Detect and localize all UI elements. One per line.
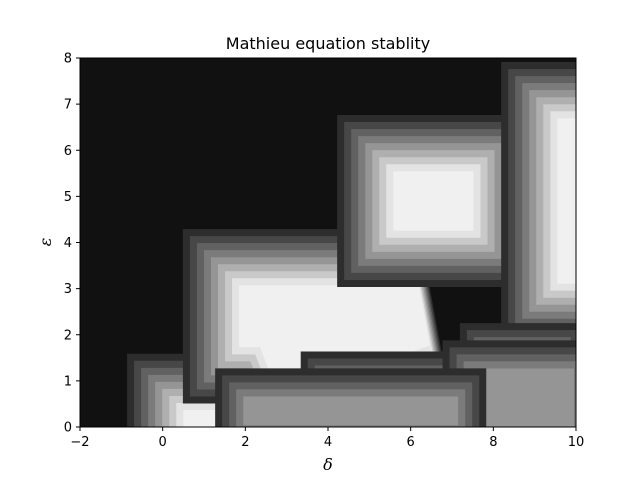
x-tick-label: −2	[70, 435, 89, 450]
region-triangle-tongue-level-9	[239, 285, 431, 403]
x-tick-label: 4	[324, 435, 332, 450]
y-tick-label: 8	[64, 52, 72, 67]
x-tick-label: 8	[489, 435, 497, 450]
y-tick-label: 5	[64, 190, 72, 205]
y-tick-label: 3	[64, 282, 72, 297]
y-tick-label: 0	[64, 421, 72, 436]
y-tick-label: 7	[64, 98, 72, 113]
y-tick-label: 2	[64, 328, 72, 343]
x-axis: −2 0 2 4 6 8 10	[70, 427, 584, 450]
y-tick-label: 1	[64, 374, 72, 389]
plot-area	[80, 58, 576, 427]
x-tick-label: 0	[159, 435, 167, 450]
y-tick-label: 6	[64, 144, 72, 159]
x-tick-label: 6	[407, 435, 415, 450]
chart-title: Mathieu equation stablity	[226, 34, 430, 53]
y-axis-label: ε	[36, 238, 55, 247]
x-tick-label: 10	[568, 435, 585, 450]
region-triangle-tongue	[182, 229, 451, 427]
x-tick-label: 2	[241, 435, 249, 450]
y-axis: 0 1 2 3 4 5 6 7 8	[64, 52, 80, 436]
x-axis-label: δ	[323, 455, 333, 474]
y-tick-label: 4	[64, 236, 72, 251]
contour-regions	[127, 62, 576, 427]
